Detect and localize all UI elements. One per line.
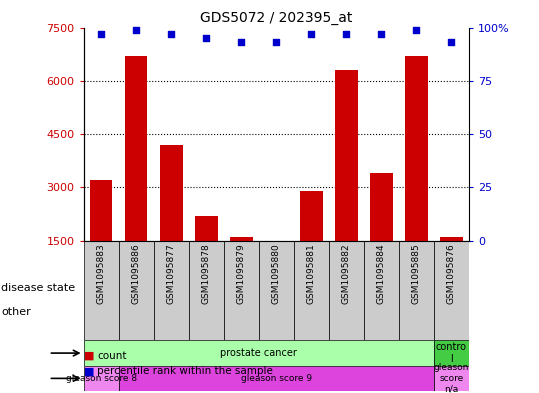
Bar: [434, 366, 469, 391]
Text: GSM1095886: GSM1095886: [132, 244, 141, 304]
Text: GSM1095876: GSM1095876: [447, 244, 456, 304]
Text: ■: ■: [84, 351, 94, 361]
Text: gleason score 9: gleason score 9: [241, 374, 312, 383]
Bar: [160, 145, 183, 241]
Bar: [434, 241, 469, 340]
Text: GSM1095885: GSM1095885: [412, 244, 421, 304]
Text: GSM1095882: GSM1095882: [342, 244, 351, 304]
Bar: [294, 241, 329, 340]
Point: [412, 26, 421, 33]
Text: percentile rank within the sample: percentile rank within the sample: [97, 366, 273, 376]
Bar: [335, 70, 358, 241]
Text: GSM1095881: GSM1095881: [307, 244, 316, 304]
Text: other: other: [1, 307, 31, 318]
Text: count: count: [97, 351, 127, 361]
Bar: [154, 241, 189, 340]
Point: [202, 35, 211, 41]
Text: GSM1095877: GSM1095877: [167, 244, 176, 304]
Point: [447, 39, 456, 46]
Text: ■: ■: [84, 366, 94, 376]
Point: [97, 31, 106, 37]
Text: GSM1095879: GSM1095879: [237, 244, 246, 304]
Text: GSM1095880: GSM1095880: [272, 244, 281, 304]
Bar: [119, 366, 434, 391]
Point: [237, 39, 246, 46]
Bar: [224, 241, 259, 340]
Bar: [84, 366, 119, 391]
Text: GSM1095883: GSM1095883: [96, 244, 106, 304]
Point: [307, 31, 316, 37]
Bar: [329, 241, 364, 340]
Text: contro
l: contro l: [436, 342, 467, 364]
Bar: [405, 56, 428, 241]
Bar: [195, 216, 218, 241]
Text: prostate cancer: prostate cancer: [220, 348, 297, 358]
Text: gleason score 8: gleason score 8: [66, 374, 136, 383]
Text: disease state: disease state: [1, 283, 75, 293]
Bar: [399, 241, 434, 340]
Text: GSM1095884: GSM1095884: [377, 244, 386, 304]
Point: [272, 39, 281, 46]
Bar: [230, 237, 253, 241]
Bar: [259, 241, 294, 340]
Point: [342, 31, 351, 37]
Bar: [300, 191, 323, 241]
Text: GSM1095878: GSM1095878: [202, 244, 211, 304]
Bar: [89, 180, 113, 241]
Point: [132, 26, 140, 33]
Bar: [440, 237, 463, 241]
Bar: [84, 241, 119, 340]
Bar: [119, 241, 154, 340]
Bar: [125, 56, 148, 241]
Bar: [189, 241, 224, 340]
Bar: [364, 241, 399, 340]
Title: GDS5072 / 202395_at: GDS5072 / 202395_at: [200, 11, 353, 25]
Bar: [370, 173, 393, 241]
Text: gleason
score
n/a: gleason score n/a: [434, 364, 469, 393]
Point: [377, 31, 386, 37]
Point: [167, 31, 176, 37]
Bar: [434, 340, 469, 366]
Bar: [265, 241, 288, 244]
